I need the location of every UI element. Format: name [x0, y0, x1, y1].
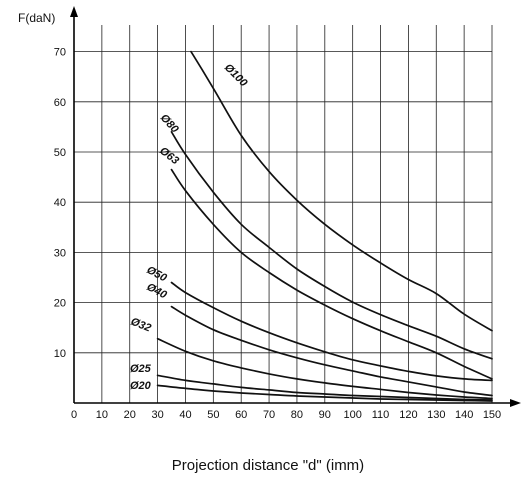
x-tick-label-90: 90: [319, 409, 331, 421]
axes: [70, 6, 521, 407]
x-tick-label-140: 140: [455, 409, 473, 421]
series-label-d63: Ø63: [157, 145, 181, 167]
series-label-d80: Ø80: [158, 112, 181, 136]
series-line-d32: [156, 337, 493, 400]
series-line-d100: [190, 50, 493, 332]
x-tick-label-130: 130: [427, 409, 445, 421]
x-tick-label-30: 30: [151, 409, 163, 421]
series-line-d50: [170, 281, 493, 382]
x-tick-label-80: 80: [291, 409, 303, 421]
x-tick-label-50: 50: [207, 409, 219, 421]
x-tick-label-0: 0: [71, 409, 77, 421]
y-axis-arrow: [70, 6, 78, 17]
x-tick-label-60: 60: [235, 409, 247, 421]
x-tick-label-100: 100: [343, 409, 361, 421]
series-line-d20: [156, 384, 493, 402]
series-label-d100: Ø100: [222, 62, 250, 90]
series-label-d25: Ø25: [130, 363, 152, 375]
series-label-d40: Ø40: [145, 281, 170, 302]
series-line-d80: [170, 131, 493, 360]
series-line-d63: [170, 168, 493, 380]
y-tick-label-70: 70: [54, 47, 66, 59]
y-tick-label-40: 40: [54, 197, 66, 209]
series-line-d25: [156, 374, 493, 401]
series-label-d20: Ø20: [130, 380, 152, 392]
x-tick-label-10: 10: [96, 409, 108, 421]
x-tick-label-110: 110: [372, 409, 390, 421]
x-tick-label-70: 70: [263, 409, 275, 421]
y-tick-label-20: 20: [54, 298, 66, 310]
y-tick-label-10: 10: [54, 348, 66, 360]
series-label-d50: Ø50: [145, 264, 170, 285]
x-tick-label-40: 40: [179, 409, 191, 421]
x-tick-label-150: 150: [483, 409, 501, 421]
series-line-d40: [170, 305, 493, 397]
series-label-d32: Ø32: [129, 316, 153, 335]
y-tick-label-50: 50: [54, 147, 66, 159]
grid: [74, 25, 493, 403]
curves: [156, 50, 493, 402]
x-axis-title: Projection distance "d" (imm): [172, 457, 364, 474]
y-tick-label-30: 30: [54, 247, 66, 259]
x-tick-label-120: 120: [399, 409, 417, 421]
y-tick-label-60: 60: [54, 97, 66, 109]
x-axis-arrow: [510, 399, 521, 407]
y-axis-title: F(daN): [18, 11, 55, 25]
tick-labels: 0 10 20 30 40 50 60 70 80 90 100 110 120 130 140 150 10 2…: [54, 47, 501, 421]
x-tick-label-20: 20: [124, 409, 136, 421]
